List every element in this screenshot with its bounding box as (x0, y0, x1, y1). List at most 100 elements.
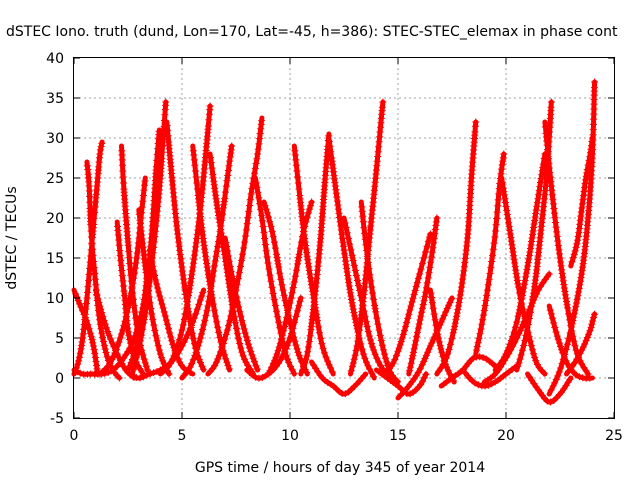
plus-marker (512, 270, 520, 278)
plus-marker (88, 336, 96, 344)
plus-marker (79, 330, 87, 338)
plus-marker (579, 196, 587, 204)
plus-marker (235, 303, 243, 311)
plus-marker (364, 327, 372, 335)
plus-marker (100, 317, 108, 325)
plus-marker (155, 346, 163, 354)
plus-marker (193, 305, 201, 313)
plus-marker (255, 194, 263, 202)
plus-marker (527, 342, 535, 350)
plus-marker (146, 370, 154, 378)
plus-marker (152, 222, 160, 230)
plus-marker (132, 259, 140, 267)
plus-marker (216, 218, 224, 226)
plus-marker (515, 309, 523, 317)
plus-marker (87, 332, 95, 340)
plus-marker (588, 320, 596, 328)
plus-marker (177, 255, 185, 263)
plus-marker (514, 283, 522, 291)
plus-marker (91, 353, 99, 361)
plus-marker (574, 232, 582, 240)
plus-marker (555, 368, 563, 376)
plus-marker (201, 316, 209, 324)
data-series-curve (564, 310, 598, 377)
plus-marker (303, 213, 311, 221)
x-axis-label: GPS time / hours of day 345 of year 2014 (195, 460, 485, 476)
plus-marker (551, 379, 559, 387)
plus-marker (499, 154, 507, 162)
plus-marker (85, 277, 93, 285)
plus-marker (280, 291, 288, 299)
plus-marker (362, 241, 370, 249)
plus-marker (411, 341, 419, 349)
plus-marker (192, 239, 200, 247)
plus-marker (210, 262, 218, 270)
plus-marker (471, 379, 479, 387)
chart-title: dSTEC Iono. truth (dund, Lon=170, Lat=-4… (6, 24, 618, 40)
plus-marker (291, 151, 299, 159)
plus-marker (129, 372, 137, 380)
plus-marker (84, 288, 91, 296)
plus-marker (130, 362, 138, 370)
plus-marker (128, 284, 136, 292)
plus-marker (399, 330, 407, 338)
plus-marker (96, 302, 104, 310)
plus-marker (183, 331, 191, 339)
plus-marker (206, 292, 214, 300)
plus-marker (155, 288, 163, 296)
plus-marker (562, 345, 570, 353)
plus-marker (186, 317, 194, 325)
plus-marker (318, 340, 326, 348)
plus-marker (568, 320, 576, 328)
plus-marker (518, 295, 526, 303)
plus-marker (80, 321, 88, 329)
plus-marker (359, 212, 367, 220)
plus-marker (124, 241, 132, 249)
plus-marker (576, 349, 584, 357)
plus-marker (473, 343, 481, 351)
plus-marker (428, 248, 436, 256)
plus-marker (189, 356, 197, 364)
plus-marker (522, 273, 530, 281)
plus-marker (91, 349, 99, 357)
plus-marker (566, 329, 574, 337)
plus-marker (122, 313, 130, 321)
plus-marker (175, 242, 183, 250)
plus-marker (344, 275, 352, 283)
plus-marker (185, 288, 193, 296)
plus-marker (425, 269, 433, 277)
plus-marker (530, 224, 538, 231)
plus-marker (294, 257, 302, 265)
plus-marker (370, 295, 378, 303)
plus-marker (491, 233, 499, 241)
plus-marker (580, 187, 588, 195)
plus-marker (124, 303, 132, 311)
plus-marker (213, 358, 221, 366)
plus-marker (251, 373, 259, 381)
plus-marker (178, 326, 186, 334)
plus-marker (511, 263, 519, 271)
plus-marker (494, 202, 502, 210)
plus-marker (82, 299, 90, 307)
plus-marker (569, 254, 577, 262)
plus-marker (212, 252, 220, 260)
plus-marker (498, 357, 506, 365)
plus-marker (196, 296, 204, 304)
plus-marker (422, 284, 430, 292)
plus-marker (591, 78, 599, 86)
plus-marker (83, 294, 91, 302)
plus-marker (160, 308, 168, 316)
plus-marker (103, 353, 111, 361)
plus-marker (99, 313, 107, 321)
plus-marker (214, 323, 222, 331)
plus-marker (223, 177, 231, 185)
plus-marker (402, 323, 410, 331)
plus-marker (520, 341, 528, 349)
plus-marker (100, 341, 108, 349)
data-series-curve (434, 118, 480, 377)
plus-marker (563, 340, 571, 348)
plus-marker (280, 327, 288, 335)
plus-marker (522, 269, 530, 277)
plus-marker (285, 338, 293, 346)
plus-marker (254, 150, 262, 158)
